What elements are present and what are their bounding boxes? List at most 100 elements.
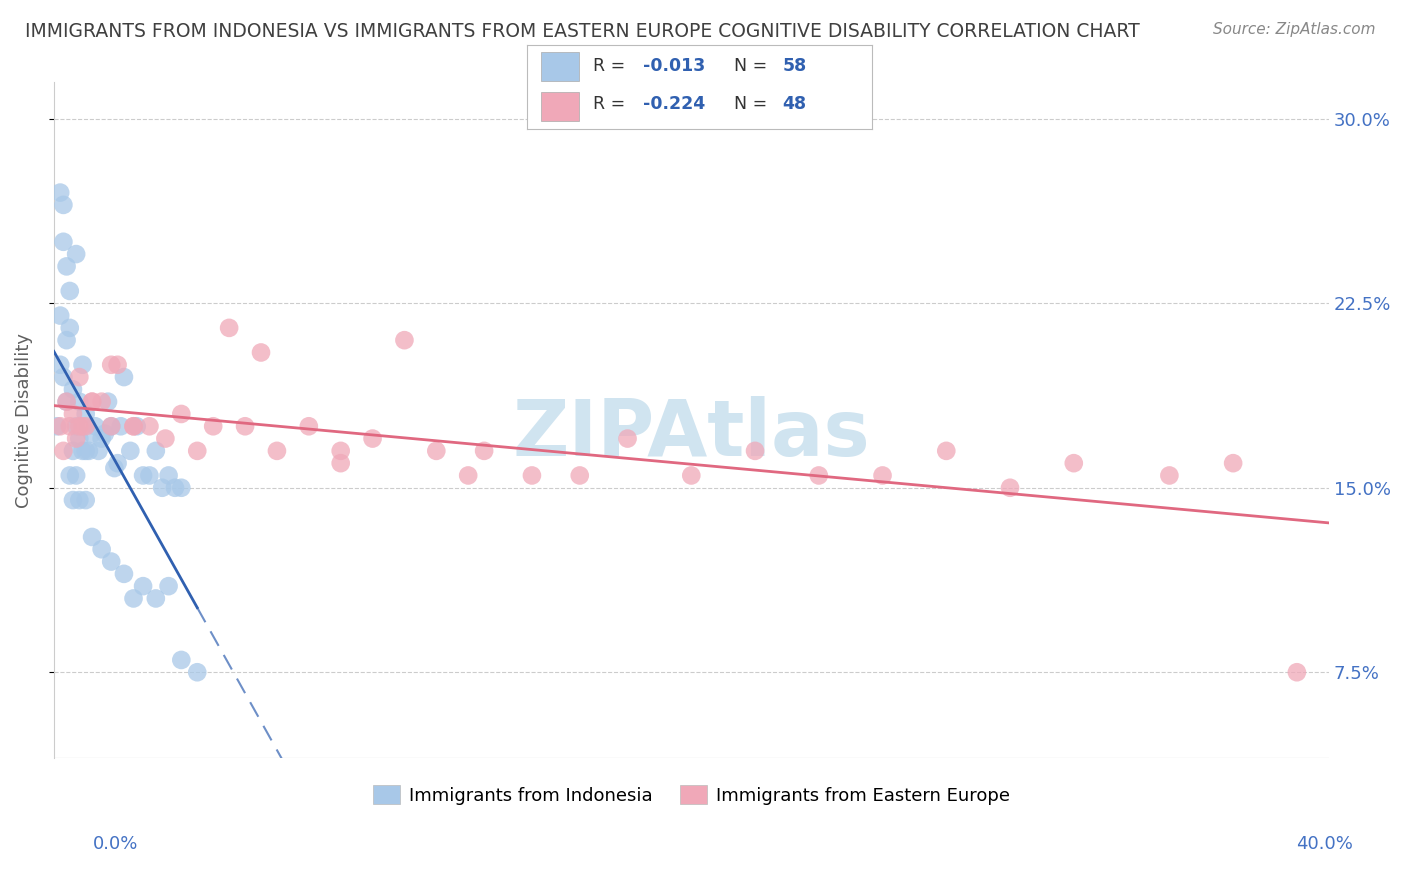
Legend: Immigrants from Indonesia, Immigrants from Eastern Europe: Immigrants from Indonesia, Immigrants fr… bbox=[364, 776, 1019, 814]
Point bbox=[107, 456, 129, 470]
Point bbox=[457, 468, 479, 483]
Text: -0.013: -0.013 bbox=[643, 57, 704, 75]
Point bbox=[163, 481, 186, 495]
Point bbox=[75, 493, 97, 508]
Point bbox=[1285, 665, 1308, 680]
Point bbox=[250, 345, 273, 359]
Point bbox=[62, 443, 84, 458]
Point bbox=[75, 419, 97, 434]
Point bbox=[84, 419, 107, 434]
Point bbox=[80, 394, 103, 409]
Point bbox=[52, 198, 75, 212]
Point bbox=[394, 333, 416, 347]
Point bbox=[90, 432, 112, 446]
Point bbox=[157, 579, 180, 593]
Point bbox=[233, 419, 256, 434]
Point bbox=[55, 394, 77, 409]
Point bbox=[107, 358, 129, 372]
Point bbox=[145, 591, 167, 606]
Point bbox=[80, 530, 103, 544]
Y-axis label: Cognitive Disability: Cognitive Disability bbox=[15, 333, 32, 508]
Point bbox=[90, 542, 112, 557]
Point bbox=[80, 394, 103, 409]
FancyBboxPatch shape bbox=[541, 53, 579, 81]
Point bbox=[122, 419, 145, 434]
Point bbox=[65, 419, 87, 434]
Point bbox=[87, 443, 110, 458]
Point bbox=[568, 468, 591, 483]
Point bbox=[55, 260, 77, 274]
Point bbox=[65, 247, 87, 261]
Point bbox=[1063, 456, 1085, 470]
Point bbox=[138, 468, 160, 483]
Point bbox=[75, 407, 97, 421]
Point bbox=[170, 407, 193, 421]
Point bbox=[59, 468, 82, 483]
Point bbox=[155, 432, 177, 446]
Point bbox=[186, 443, 208, 458]
Point bbox=[67, 419, 90, 434]
Point bbox=[120, 443, 142, 458]
Point bbox=[218, 321, 240, 335]
Point bbox=[132, 468, 155, 483]
Point bbox=[94, 426, 117, 441]
Point bbox=[49, 419, 72, 434]
Point bbox=[872, 468, 894, 483]
Point bbox=[100, 358, 122, 372]
Point bbox=[65, 432, 87, 446]
Point bbox=[46, 419, 69, 434]
Text: 48: 48 bbox=[782, 95, 806, 113]
Point bbox=[97, 394, 120, 409]
Point bbox=[520, 468, 543, 483]
Point bbox=[62, 383, 84, 397]
Point bbox=[807, 468, 830, 483]
Point bbox=[59, 419, 82, 434]
Point bbox=[49, 309, 72, 323]
Point bbox=[472, 443, 495, 458]
Point bbox=[65, 468, 87, 483]
Text: N =: N = bbox=[734, 95, 773, 113]
Point bbox=[112, 370, 135, 384]
Point bbox=[103, 461, 125, 475]
Point bbox=[67, 394, 90, 409]
Text: 0.0%: 0.0% bbox=[93, 835, 138, 853]
Point bbox=[157, 468, 180, 483]
Point bbox=[52, 235, 75, 249]
Point bbox=[1222, 456, 1244, 470]
Point bbox=[202, 419, 225, 434]
Point bbox=[150, 481, 173, 495]
Point bbox=[681, 468, 703, 483]
Point bbox=[49, 358, 72, 372]
Point bbox=[72, 358, 94, 372]
Text: N =: N = bbox=[734, 57, 773, 75]
Point bbox=[100, 419, 122, 434]
Text: R =: R = bbox=[593, 57, 630, 75]
FancyBboxPatch shape bbox=[541, 92, 579, 120]
Point bbox=[67, 370, 90, 384]
Point bbox=[329, 443, 352, 458]
Point bbox=[55, 333, 77, 347]
Point bbox=[132, 579, 155, 593]
Text: -0.224: -0.224 bbox=[643, 95, 704, 113]
Point bbox=[266, 443, 288, 458]
Point bbox=[329, 456, 352, 470]
Point bbox=[49, 186, 72, 200]
Point bbox=[90, 394, 112, 409]
Point bbox=[100, 419, 122, 434]
Point bbox=[67, 432, 90, 446]
Point bbox=[145, 443, 167, 458]
Text: IMMIGRANTS FROM INDONESIA VS IMMIGRANTS FROM EASTERN EUROPE COGNITIVE DISABILITY: IMMIGRANTS FROM INDONESIA VS IMMIGRANTS … bbox=[25, 22, 1140, 41]
Text: R =: R = bbox=[593, 95, 630, 113]
Point bbox=[80, 426, 103, 441]
Point bbox=[125, 419, 148, 434]
Point bbox=[72, 443, 94, 458]
Point bbox=[935, 443, 957, 458]
Point bbox=[744, 443, 766, 458]
Text: ZIPAtlas: ZIPAtlas bbox=[512, 396, 870, 472]
Point bbox=[186, 665, 208, 680]
Point bbox=[112, 566, 135, 581]
Point bbox=[62, 407, 84, 421]
Point bbox=[77, 443, 100, 458]
Point bbox=[110, 419, 132, 434]
Point bbox=[72, 419, 94, 434]
